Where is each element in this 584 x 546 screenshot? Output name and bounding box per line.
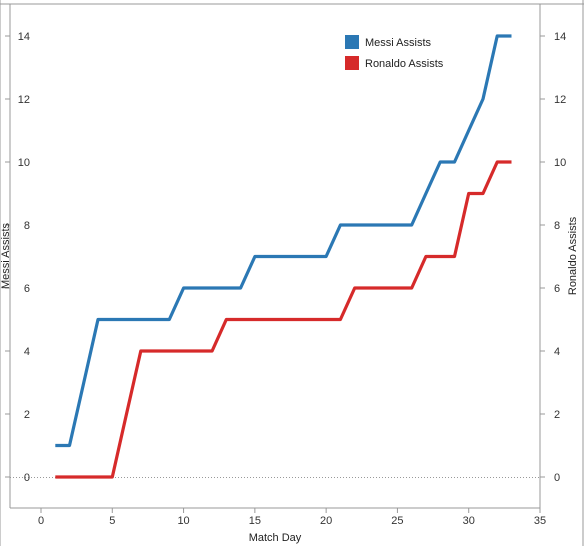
x-tick-label: 10 xyxy=(177,515,189,527)
legend: Messi Assists Ronaldo Assists xyxy=(345,35,444,70)
x-tick-label: 20 xyxy=(320,515,332,527)
left-y-axis-title: Messi Assists xyxy=(0,222,12,289)
series-line-messi xyxy=(55,34,512,448)
left-y-tick-label: 14 xyxy=(18,31,30,43)
right-y-tick-label: 12 xyxy=(554,94,566,106)
x-tick-label: 35 xyxy=(534,515,546,527)
x-axis: 0 5 10 15 20 25 30 35 xyxy=(38,508,546,527)
right-y-tick-label: 10 xyxy=(554,157,566,169)
right-y-tick-label: 0 xyxy=(554,472,560,484)
legend-swatch xyxy=(345,56,359,70)
series-lines xyxy=(55,34,512,479)
series-line-ronaldo xyxy=(55,160,512,479)
x-tick-label: 30 xyxy=(463,515,475,527)
x-axis-title: Match Day xyxy=(249,532,302,544)
right-y-tick-label: 2 xyxy=(554,409,560,421)
left-y-tick-label: 0 xyxy=(24,472,30,484)
left-y-tick-label: 6 xyxy=(24,283,30,295)
legend-label: Messi Assists xyxy=(365,37,432,49)
x-tick-label: 0 xyxy=(38,515,44,527)
x-tick-label: 15 xyxy=(249,515,261,527)
right-y-tick-label: 4 xyxy=(554,346,560,358)
x-tick-label: 25 xyxy=(391,515,403,527)
left-y-tick-label: 10 xyxy=(18,157,30,169)
left-y-axis: 0 2 4 6 8 10 12 14 xyxy=(5,31,30,484)
right-y-axis: 0 2 4 6 8 10 12 14 xyxy=(540,31,566,484)
left-y-tick-label: 12 xyxy=(18,94,30,106)
left-y-tick-label: 4 xyxy=(24,346,30,358)
left-y-tick-label: 2 xyxy=(24,409,30,421)
right-y-tick-label: 14 xyxy=(554,31,566,43)
x-tick-label: 5 xyxy=(109,515,115,527)
right-y-tick-label: 6 xyxy=(554,283,560,295)
right-y-tick-label: 8 xyxy=(554,220,560,232)
legend-label: Ronaldo Assists xyxy=(365,58,444,70)
right-y-axis-title: Ronaldo Assists xyxy=(567,216,579,295)
legend-swatch xyxy=(345,35,359,49)
left-y-tick-label: 8 xyxy=(24,220,30,232)
